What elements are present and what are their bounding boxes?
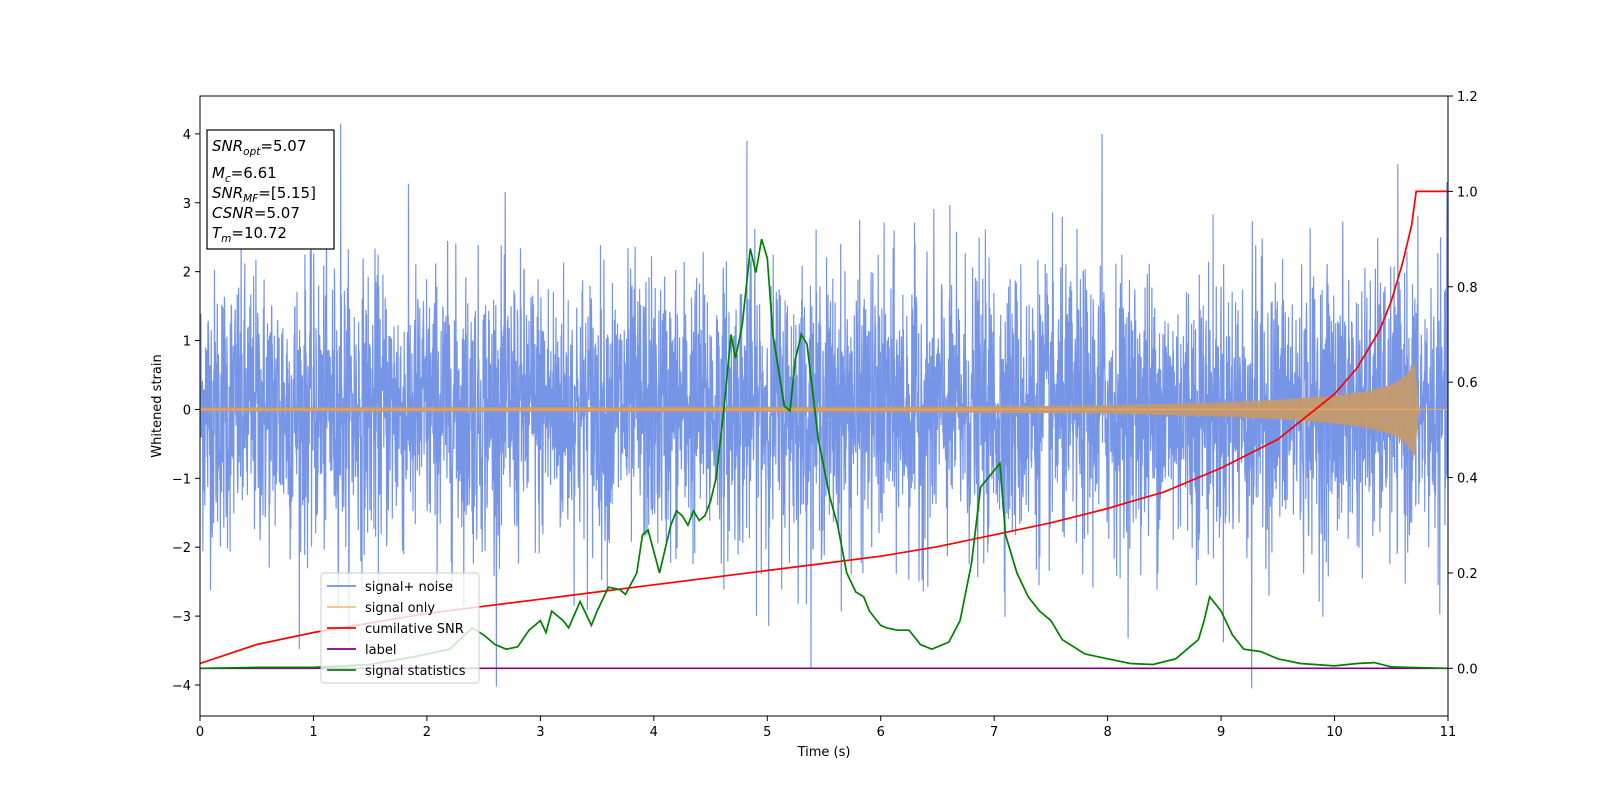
x-axis-ticks: 0 1 2 3 4 5 6 7 8 9 10 11 bbox=[196, 716, 1456, 740]
y-tick-label: 2 bbox=[183, 266, 191, 281]
x-tick-label: 0 bbox=[196, 725, 204, 740]
annotation-value: =[5.15] bbox=[258, 184, 316, 202]
annotation-subscript: MF bbox=[243, 193, 259, 205]
annotation-symbol: CSNR bbox=[212, 204, 254, 222]
annotation-line: Mc=6.61 bbox=[212, 164, 277, 185]
y-tick-label: 3 bbox=[183, 197, 191, 212]
y-tick-label: −3 bbox=[172, 610, 191, 625]
y-tick-label: −4 bbox=[172, 679, 191, 694]
legend-label: signal only bbox=[365, 601, 435, 616]
legend-label: signal statistics bbox=[365, 664, 466, 679]
y-tick-label: 0 bbox=[183, 403, 191, 418]
annotation-box: SNRopt=5.07Mc=6.61SNRMF=[5.15]CSNR=5.07T… bbox=[206, 129, 335, 250]
y-tick-label: −1 bbox=[172, 472, 191, 487]
annotation-value: =10.72 bbox=[231, 224, 287, 242]
legend-frame bbox=[320, 572, 480, 684]
y2-tick-label: 1.0 bbox=[1457, 185, 1478, 200]
annotation-subscript: opt bbox=[243, 146, 261, 158]
annotation-line: SNRopt=5.07 bbox=[212, 137, 306, 158]
x-tick-label: 9 bbox=[1217, 725, 1225, 740]
legend-label: label bbox=[365, 643, 396, 658]
signal-statistics-line bbox=[200, 238, 1448, 670]
plot-frame bbox=[199, 95, 1449, 717]
x-axis-label: Time (s) bbox=[797, 745, 851, 760]
y-axis-label: Whitened strain bbox=[150, 354, 165, 457]
legend-label: signal+ noise bbox=[365, 580, 453, 595]
y-axis-ticks: 4 3 2 1 0 −1 −2 −3 −4 bbox=[172, 128, 200, 694]
x-tick-label: 5 bbox=[763, 725, 771, 740]
y2-tick-label: 0.6 bbox=[1457, 376, 1478, 391]
y-tick-label: 1 bbox=[183, 335, 191, 350]
annotation-symbol: T bbox=[212, 224, 223, 242]
y2-tick-label: 1.2 bbox=[1457, 90, 1478, 105]
y2-tick-label: 0.0 bbox=[1457, 662, 1478, 677]
annotation-subscript: m bbox=[221, 233, 231, 245]
x-tick-label: 8 bbox=[1103, 725, 1111, 740]
x-tick-label: 4 bbox=[650, 725, 658, 740]
x-tick-label: 2 bbox=[423, 725, 431, 740]
x-tick-label: 11 bbox=[1440, 725, 1457, 740]
x-tick-label: 10 bbox=[1326, 725, 1343, 740]
y-tick-label: −2 bbox=[172, 541, 191, 556]
annotation-symbol: SNR bbox=[212, 184, 243, 202]
annotation-value: =6.61 bbox=[231, 164, 277, 182]
annotation-value: =5.07 bbox=[260, 137, 306, 155]
annotation-line: CSNR=5.07 bbox=[212, 204, 300, 222]
annotation-line: Tm=10.72 bbox=[212, 224, 287, 245]
y-tick-label: 4 bbox=[183, 128, 191, 143]
annotation-subscript: c bbox=[225, 173, 231, 185]
x-tick-label: 1 bbox=[309, 725, 317, 740]
y2-tick-label: 0.4 bbox=[1457, 472, 1478, 487]
annotation-symbol: SNR bbox=[212, 137, 243, 155]
annotation-symbol: M bbox=[212, 164, 225, 182]
y2-tick-label: 0.2 bbox=[1457, 567, 1478, 582]
legend: signal+ noise signal only cumilative SNR la… bbox=[320, 572, 480, 684]
y2-axis-ticks: 1.2 1.0 0.8 0.6 0.4 0.2 0.0 bbox=[1448, 90, 1478, 677]
x-tick-label: 6 bbox=[877, 725, 885, 740]
annotation-line: SNRMF=[5.15] bbox=[212, 184, 316, 205]
x-tick-label: 7 bbox=[990, 725, 998, 740]
y2-tick-label: 0.8 bbox=[1457, 281, 1478, 296]
annotation-value: =5.07 bbox=[254, 204, 300, 222]
legend-label: cumilative SNR bbox=[365, 622, 464, 637]
x-tick-label: 3 bbox=[536, 725, 544, 740]
annotation-frame bbox=[206, 129, 335, 250]
